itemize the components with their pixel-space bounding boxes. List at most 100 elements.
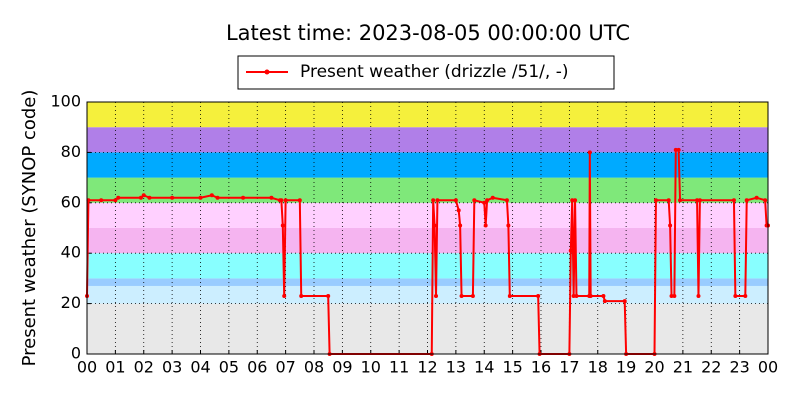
data-point xyxy=(744,198,749,203)
data-point xyxy=(763,198,768,203)
y-tick-label: 40 xyxy=(61,243,81,262)
data-point xyxy=(668,223,673,228)
background-band xyxy=(87,228,768,254)
data-point xyxy=(743,294,748,299)
data-point xyxy=(147,195,152,200)
data-point xyxy=(299,294,304,299)
y-tick-label: 0 xyxy=(71,344,81,363)
data-point xyxy=(573,198,578,203)
x-tick-label: 10 xyxy=(361,358,381,377)
data-point xyxy=(653,198,658,203)
data-point xyxy=(456,208,461,213)
data-point xyxy=(536,294,541,299)
x-tick-label: 08 xyxy=(304,358,324,377)
data-point xyxy=(673,147,678,152)
x-tick-label: 23 xyxy=(729,358,749,377)
plot-frame xyxy=(86,101,769,355)
x-tick-label: 12 xyxy=(417,358,437,377)
data-point xyxy=(574,294,579,299)
data-point xyxy=(570,198,575,203)
data-point xyxy=(326,294,331,299)
data-point xyxy=(198,195,203,200)
data-point xyxy=(431,198,436,203)
data-point xyxy=(571,294,576,299)
data-point xyxy=(504,198,509,203)
data-point xyxy=(588,294,593,299)
data-point xyxy=(676,147,681,152)
data-point xyxy=(602,299,607,304)
data-point xyxy=(507,294,512,299)
x-tick-label: 06 xyxy=(247,358,267,377)
data-point xyxy=(435,198,440,203)
x-tick-label: 13 xyxy=(446,358,466,377)
data-point xyxy=(279,198,284,203)
data-point xyxy=(432,223,437,228)
data-point xyxy=(282,294,287,299)
background-band xyxy=(87,127,768,153)
data-point xyxy=(297,198,302,203)
data-point xyxy=(470,294,475,299)
data-point xyxy=(731,198,736,203)
data-point xyxy=(622,299,627,304)
data-point xyxy=(490,195,495,200)
data-point xyxy=(283,198,288,203)
x-tick-label: 14 xyxy=(474,358,494,377)
x-tick-label: 19 xyxy=(616,358,636,377)
data-point xyxy=(241,195,246,200)
y-tick-label: 100 xyxy=(50,92,81,111)
x-tick-label: 02 xyxy=(134,358,154,377)
x-tick-label: 00 xyxy=(758,358,778,377)
data-point xyxy=(697,198,702,203)
y-axis-label: Present weather (SYNOP code) xyxy=(19,90,40,367)
x-tick-label: 16 xyxy=(531,358,551,377)
data-point xyxy=(696,294,701,299)
background-band xyxy=(87,152,768,178)
data-point xyxy=(483,223,488,228)
data-point xyxy=(754,195,759,200)
data-point xyxy=(678,198,683,203)
x-tick-label: 04 xyxy=(190,358,210,377)
data-point xyxy=(170,195,175,200)
data-point xyxy=(672,294,677,299)
data-point xyxy=(601,294,606,299)
x-tick-label: 11 xyxy=(389,358,409,377)
x-tick-label: 09 xyxy=(332,358,352,377)
data-point xyxy=(138,195,143,200)
y-tick-label: 60 xyxy=(61,192,81,211)
x-tick-label: 00 xyxy=(77,358,97,377)
data-point xyxy=(99,198,104,203)
x-tick-label: 18 xyxy=(588,358,608,377)
x-tick-label: 01 xyxy=(105,358,125,377)
data-point xyxy=(434,294,439,299)
x-tick-label: 05 xyxy=(219,358,239,377)
data-point xyxy=(215,195,220,200)
data-point xyxy=(472,198,477,203)
data-point xyxy=(733,294,738,299)
chart-title: Latest time: 2023-08-05 00:00:00 UTC xyxy=(226,21,630,45)
data-point xyxy=(116,195,121,200)
data-point xyxy=(280,223,285,228)
data-point xyxy=(459,294,464,299)
data-point xyxy=(141,193,146,198)
x-tick-label: 15 xyxy=(502,358,522,377)
x-tick-label: 22 xyxy=(701,358,721,377)
data-point xyxy=(485,198,490,203)
data-point xyxy=(587,150,592,155)
data-point xyxy=(666,198,671,203)
y-tick-label: 20 xyxy=(61,293,81,312)
data-point xyxy=(695,198,700,203)
x-tick-label: 03 xyxy=(162,358,182,377)
data-point xyxy=(669,294,674,299)
data-point xyxy=(453,198,458,203)
data-point xyxy=(482,200,487,205)
data-point xyxy=(269,195,274,200)
legend-label: Present weather (drizzle /51/, -) xyxy=(300,62,569,82)
data-point xyxy=(506,223,511,228)
x-tick-label: 07 xyxy=(275,358,295,377)
x-tick-label: 21 xyxy=(673,358,693,377)
data-point xyxy=(458,223,463,228)
data-point xyxy=(568,248,573,253)
data-point xyxy=(113,198,118,203)
x-tick-label: 20 xyxy=(644,358,664,377)
